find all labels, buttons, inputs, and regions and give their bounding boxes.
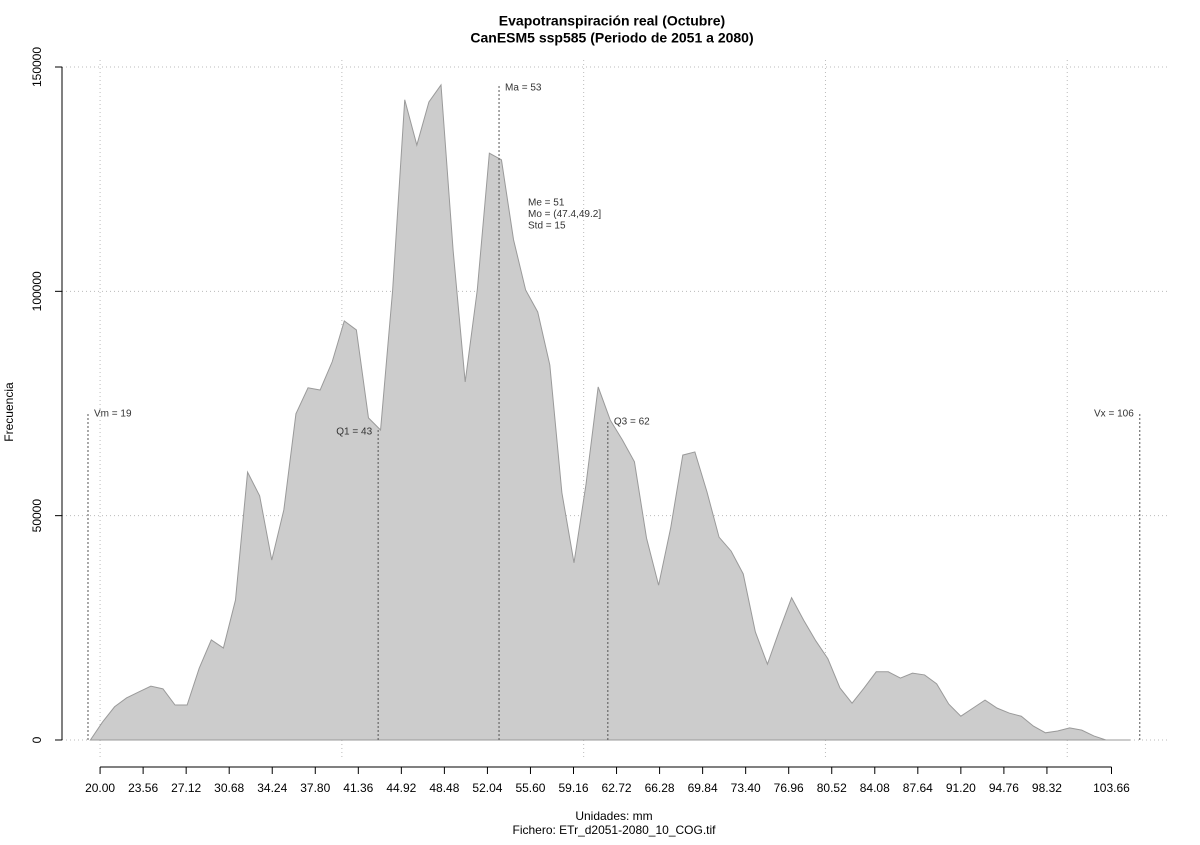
x-tick-label: 48.48 <box>429 781 459 795</box>
y-tick-label: 50000 <box>30 499 44 533</box>
x-tick-label: 103.66 <box>1093 781 1130 795</box>
x-tick-label: 76.96 <box>774 781 804 795</box>
x-tick-label: 73.40 <box>731 781 761 795</box>
x-tick-label: 52.04 <box>472 781 502 795</box>
x-tick-label: 87.64 <box>903 781 933 795</box>
x-tick-label: 20.00 <box>85 781 115 795</box>
x-tick-label: 27.12 <box>171 781 201 795</box>
x-tick-label: 55.60 <box>515 781 545 795</box>
annotation-label: Vm = 19 <box>94 409 132 420</box>
caption: Fichero: ETr_d2051-2080_10_COG.tif <box>513 823 717 837</box>
y-tick-label: 150000 <box>30 47 44 87</box>
chart-title: Evapotranspiración real (Octubre) <box>499 13 725 29</box>
chart-subtitle: CanESM5 ssp585 (Periodo de 2051 a 2080) <box>470 30 753 46</box>
x-tick-label: 30.68 <box>214 781 244 795</box>
x-tick-label: 94.76 <box>989 781 1019 795</box>
x-tick-label: 69.84 <box>688 781 718 795</box>
area <box>89 83 1131 741</box>
x-tick-label: 44.92 <box>386 781 416 795</box>
x-tick-label: 34.24 <box>257 781 287 795</box>
x-tick-label: 23.56 <box>128 781 158 795</box>
y-axis-title: Frecuencia <box>2 382 16 442</box>
annotation-label: Vx = 106 <box>1094 409 1134 420</box>
x-tick-label: 41.36 <box>343 781 373 795</box>
x-tick-label: 37.80 <box>300 781 330 795</box>
annotation-label: Q3 = 62 <box>614 417 650 428</box>
stats-label: Me = 51 <box>528 198 565 209</box>
x-tick-label: 66.28 <box>645 781 675 795</box>
x-axis-title: Unidades: mm <box>575 809 652 823</box>
x-tick-label: 98.32 <box>1032 781 1062 795</box>
x-tick-label: 84.08 <box>860 781 890 795</box>
x-tick-label: 80.52 <box>817 781 847 795</box>
annotation-label: Q1 = 43 <box>336 427 372 438</box>
x-tick-label: 91.20 <box>946 781 976 795</box>
stats-label: Std = 15 <box>528 221 566 232</box>
stats-label: Mo = (47.4,49.2] <box>528 209 601 220</box>
x-tick-label: 62.72 <box>602 781 632 795</box>
annotation-label: Ma = 53 <box>505 82 542 93</box>
y-tick-label: 0 <box>30 736 44 743</box>
y-tick-label: 100000 <box>30 271 44 311</box>
x-tick-label: 59.16 <box>558 781 588 795</box>
